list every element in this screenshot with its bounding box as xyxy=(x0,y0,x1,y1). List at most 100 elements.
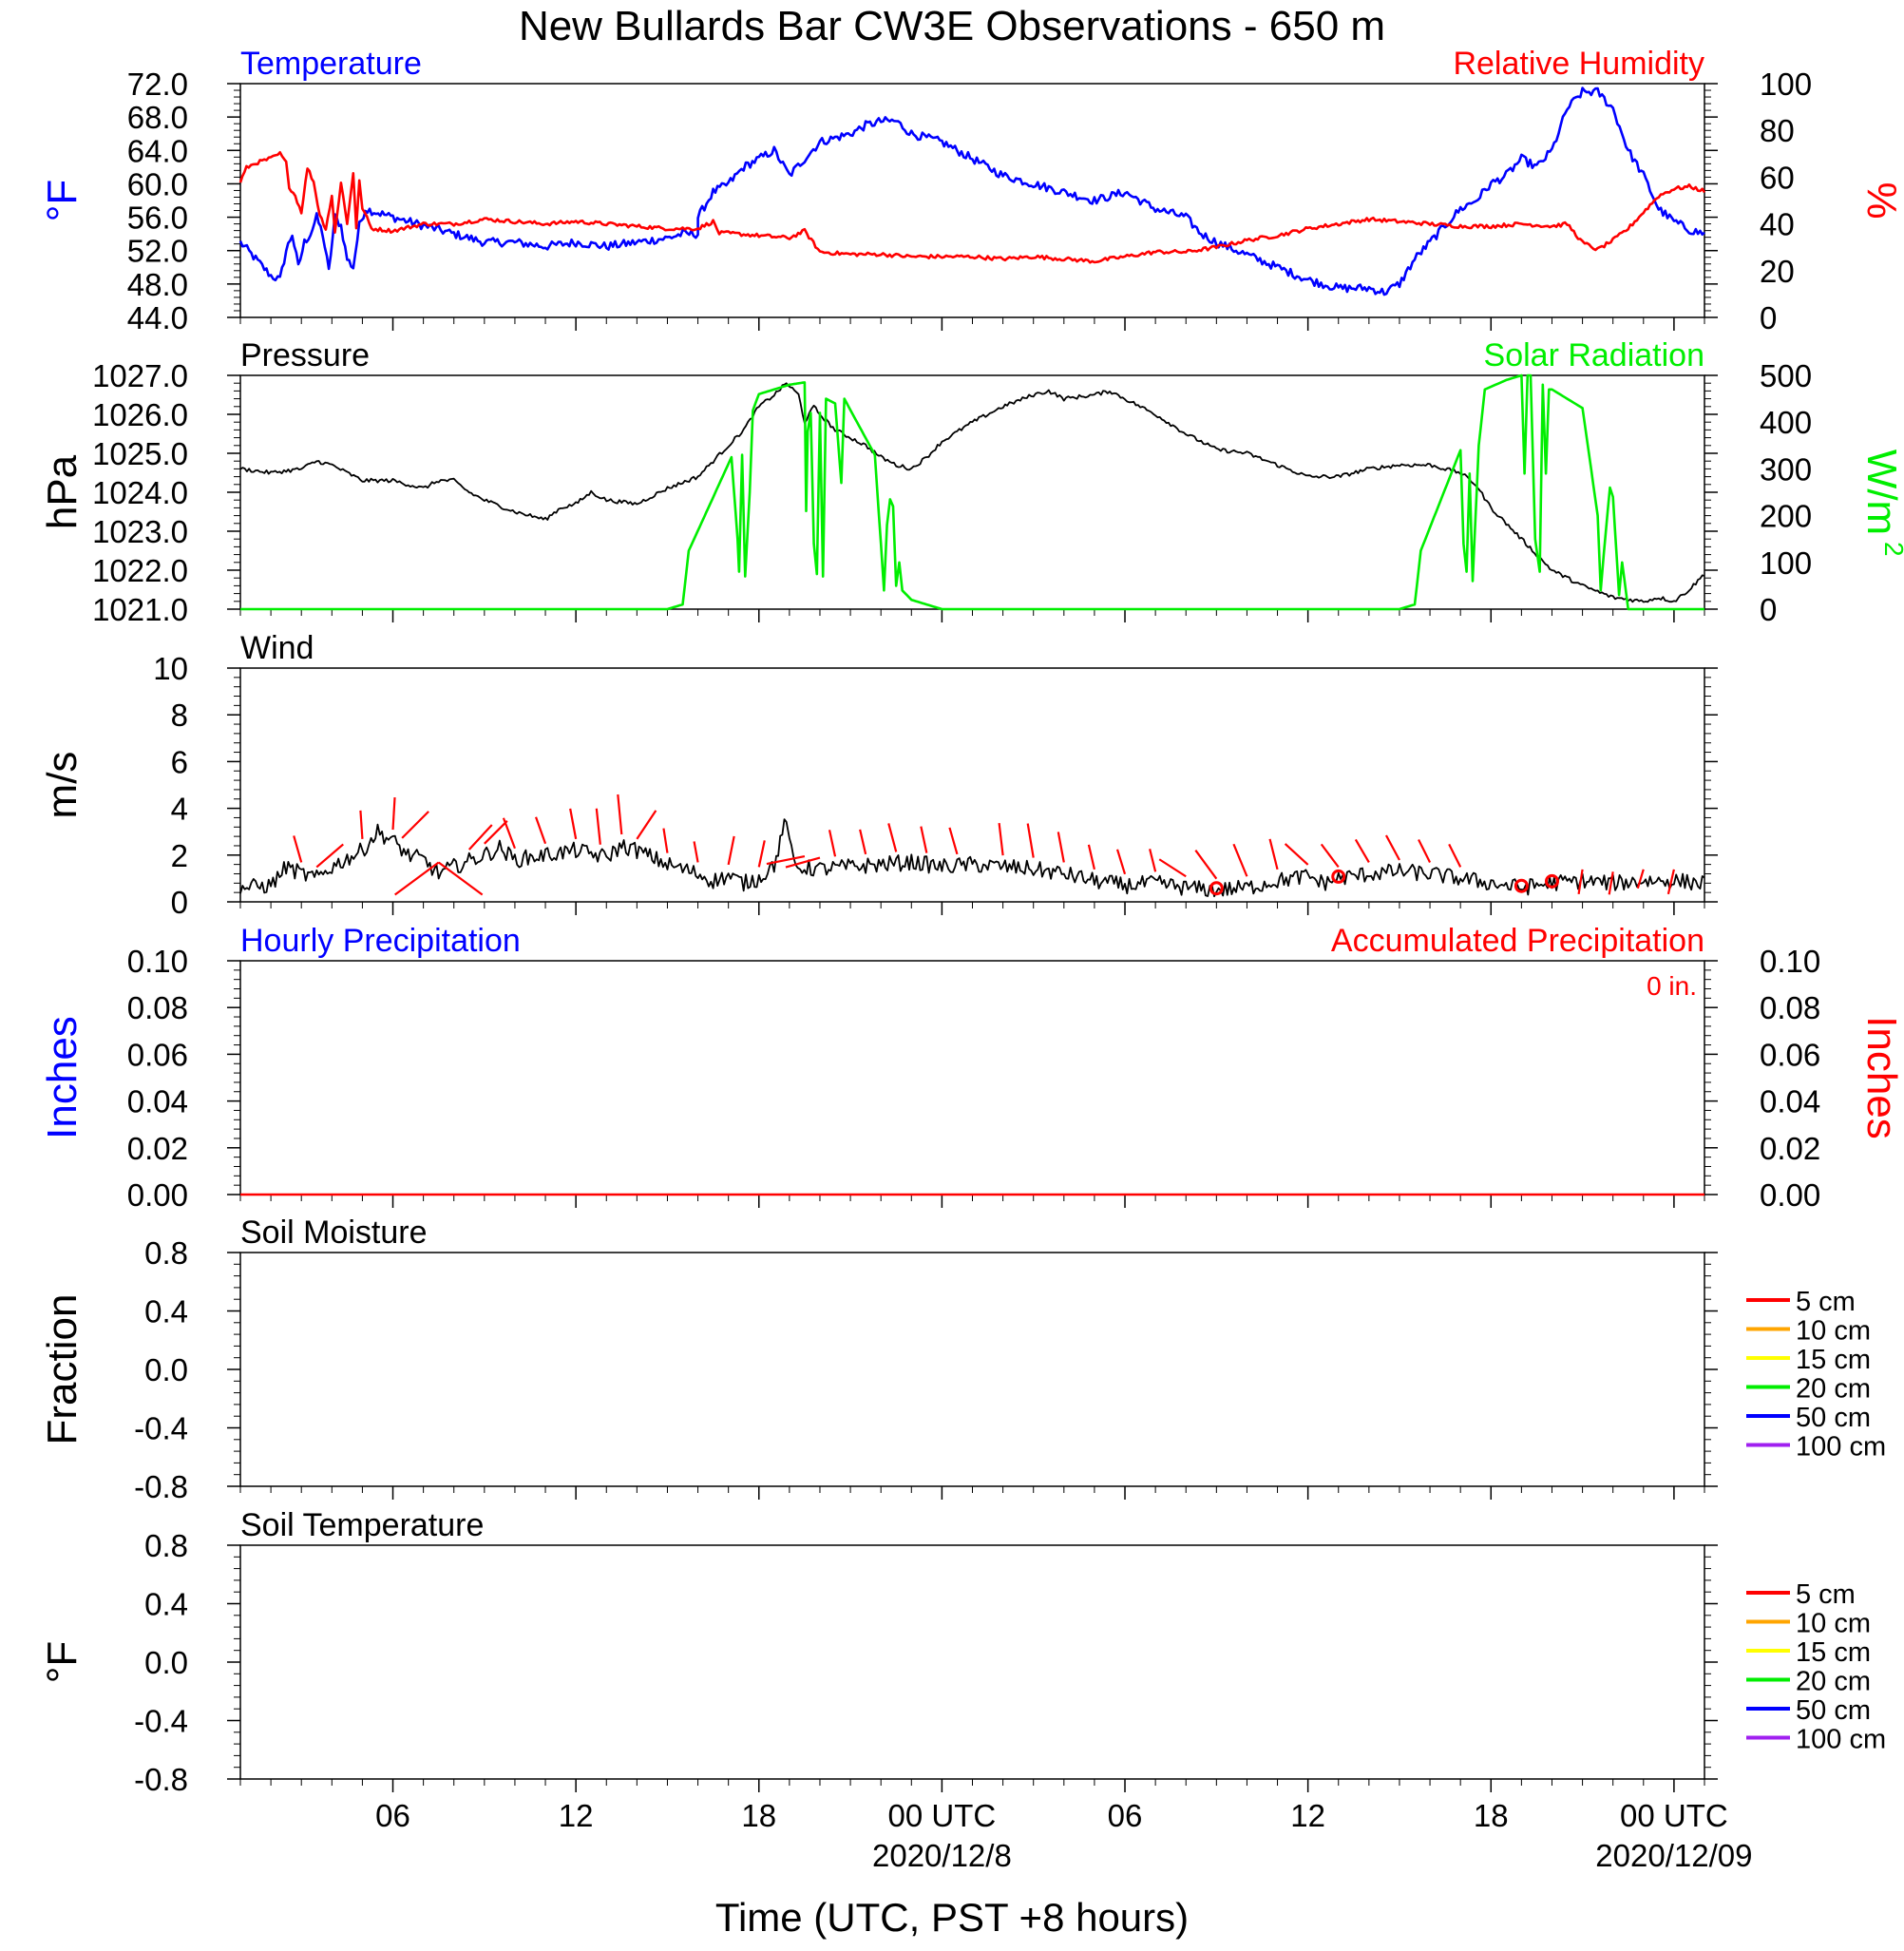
series-line-1 xyxy=(240,373,1704,611)
wind-barb xyxy=(1320,843,1340,869)
wind-barb xyxy=(1418,838,1432,863)
y-tick-label: 60.0 xyxy=(127,166,188,201)
y2-tick-label: 500 xyxy=(1760,358,1812,393)
y2-tick-label: 80 xyxy=(1760,113,1795,148)
wind-barb xyxy=(569,808,578,840)
wind-barb xyxy=(1232,843,1248,877)
plot-frame xyxy=(239,83,1705,318)
wind-barb xyxy=(391,796,396,831)
y2-tick-label: 20 xyxy=(1760,254,1795,289)
y-tick-label: 1025.0 xyxy=(92,436,188,471)
y-axis-title: hPa xyxy=(39,454,86,529)
wind-barb xyxy=(887,823,898,852)
panel-pressure_solar: 1027.0 1026.0 1025.0 1024.0 1023.0 1022.0 1021… xyxy=(39,337,1904,627)
wind-barb xyxy=(636,810,657,840)
series-line-0 xyxy=(239,818,1705,898)
y2-axis-title: Inches xyxy=(1858,1016,1904,1139)
y2-axis-title: % xyxy=(1858,182,1904,219)
y-tick-label: 1027.0 xyxy=(92,358,188,393)
panel-title-left: Hourly Precipitation xyxy=(240,923,521,959)
plot-frame xyxy=(239,667,1705,903)
panel-title-right: Relative Humidity xyxy=(1453,46,1704,82)
y2-axis-title: W/m xyxy=(1858,449,1904,535)
y-tick-label: 8 xyxy=(171,698,188,733)
wind-barb xyxy=(1384,834,1400,861)
x-tick-label: 18 xyxy=(1474,1798,1509,1833)
y-tick-label: 1024.0 xyxy=(92,475,188,510)
panel-wind: 10 8 6 4 2 0 Wind m/s xyxy=(39,630,1718,920)
wind-barb xyxy=(1194,850,1218,880)
y-tick-label: 68.0 xyxy=(127,100,188,135)
y2-tick-label: 0.04 xyxy=(1760,1084,1820,1119)
wind-barb xyxy=(467,824,493,851)
y-axis-title: °F xyxy=(39,180,86,221)
wind-barb xyxy=(948,827,959,855)
legend-label: 20 cm xyxy=(1796,1374,1871,1405)
x-tick-label: 12 xyxy=(1290,1798,1325,1833)
y2-tick-label: 40 xyxy=(1760,207,1795,242)
wind-barb xyxy=(1448,843,1462,868)
wind-barb xyxy=(920,826,928,853)
panel-title-left: Temperature xyxy=(240,46,422,82)
y-tick-label: 0 xyxy=(171,885,188,920)
y-axis-title: °F xyxy=(39,1641,86,1683)
wind-barb xyxy=(998,822,1004,856)
legend-label: 15 cm xyxy=(1796,1345,1871,1375)
y-axis-title: Inches xyxy=(39,1016,86,1139)
legend-label: 50 cm xyxy=(1796,1695,1871,1726)
panel-title-right: Solar Radiation xyxy=(1484,337,1704,373)
y-tick-label: 0.4 xyxy=(144,1587,188,1622)
wind-barb xyxy=(502,817,516,850)
panel-title-left: Wind xyxy=(240,630,314,666)
wind-barb xyxy=(535,816,547,845)
chart-title: New Bullards Bar CW3E Observations - 650… xyxy=(519,3,1385,49)
wind-barb xyxy=(1268,838,1279,870)
y2-tick-label: 60 xyxy=(1760,160,1795,195)
plot-frame xyxy=(239,1252,1705,1487)
panel-title-left: Pressure xyxy=(240,337,370,373)
accum-precip-note: 0 in. xyxy=(1647,971,1697,1001)
wind-barb xyxy=(595,808,601,845)
y-tick-label: 2 xyxy=(171,838,188,873)
legend-label: 10 cm xyxy=(1796,1316,1871,1347)
wind-barb xyxy=(859,829,867,855)
y2-tick-label: 0.08 xyxy=(1760,990,1820,1025)
wind-barb xyxy=(785,856,821,869)
y-tick-label: 48.0 xyxy=(127,267,188,302)
x-tick-label: 18 xyxy=(741,1798,776,1833)
wind-barb xyxy=(1026,823,1035,858)
y-tick-label: -0.8 xyxy=(134,1469,188,1504)
y-axis-title: Fraction xyxy=(39,1294,86,1445)
y-tick-label: 0.00 xyxy=(127,1177,188,1213)
wind-barb xyxy=(1284,843,1309,866)
y-tick-label: 0.04 xyxy=(127,1084,188,1119)
panel-title-left: Soil Moisture xyxy=(240,1215,428,1251)
y-tick-label: 72.0 xyxy=(127,67,188,102)
wind-barb xyxy=(662,828,669,853)
y-tick-label: 0.08 xyxy=(127,990,188,1025)
y-tick-label: 0.0 xyxy=(144,1352,188,1387)
y-tick-label: 52.0 xyxy=(127,234,188,269)
y-tick-label: 0.02 xyxy=(127,1131,188,1166)
y-tick-label: 56.0 xyxy=(127,201,188,236)
legend-label: 100 cm xyxy=(1796,1725,1886,1755)
x-tick-label: 06 xyxy=(1108,1798,1143,1833)
wind-barb xyxy=(1354,838,1370,864)
wind-barb xyxy=(315,843,344,869)
panel-title-right: Accumulated Precipitation xyxy=(1331,923,1704,959)
x-tick-label: 00 UTC xyxy=(888,1798,997,1833)
plot-frame xyxy=(239,374,1705,610)
legend-label: 100 cm xyxy=(1796,1432,1886,1463)
panel-title-left: Soil Temperature xyxy=(240,1507,484,1543)
y-tick-label: 0.10 xyxy=(127,944,188,979)
legend-label: 5 cm xyxy=(1796,1579,1856,1610)
x-date-label: 2020/12/8 xyxy=(872,1838,1012,1873)
calm-wind-circle xyxy=(1331,869,1346,884)
y2-tick-label: 300 xyxy=(1760,451,1812,487)
y2-tick-label: 0.06 xyxy=(1760,1037,1820,1072)
wind-barb xyxy=(1158,858,1187,878)
calm-wind-circle xyxy=(1209,881,1224,896)
y2-tick-label: 200 xyxy=(1760,499,1812,534)
wind-barb xyxy=(359,810,364,839)
